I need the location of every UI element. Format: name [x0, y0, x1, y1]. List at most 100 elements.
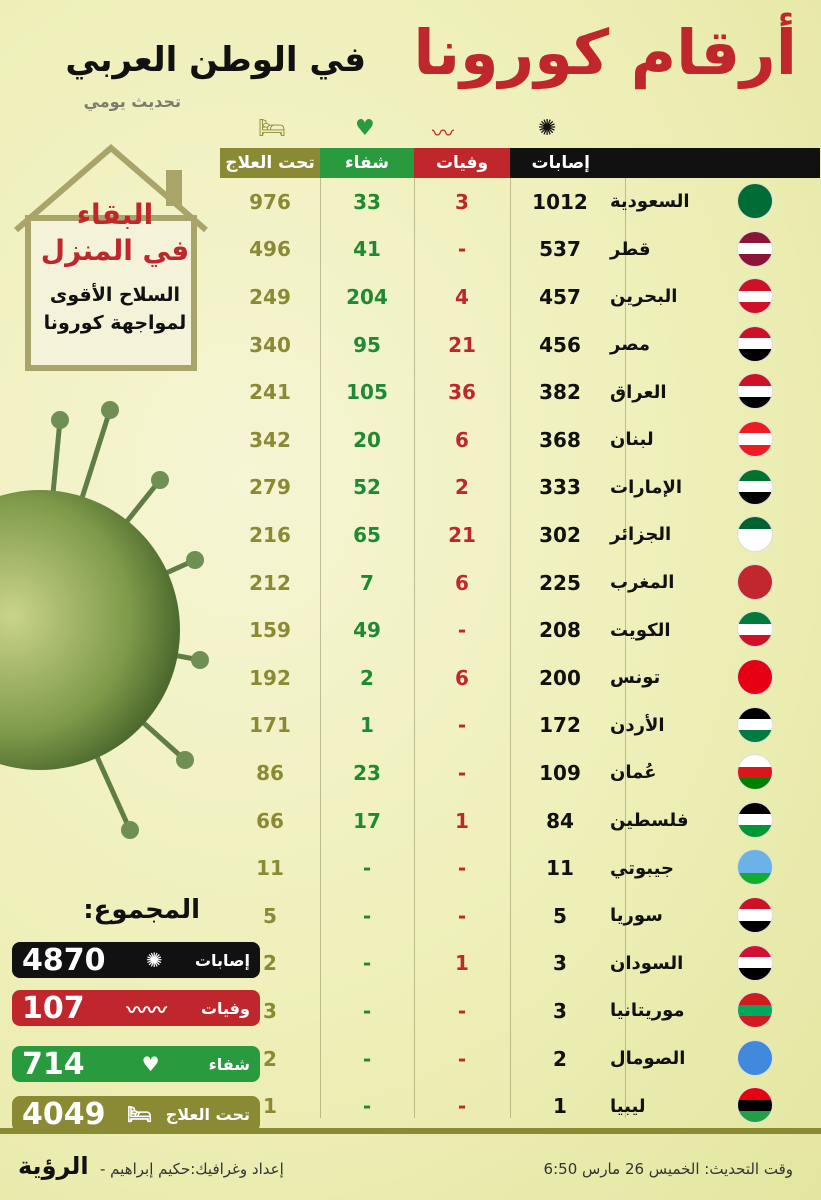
- table-row: 249 204 4 457 البحرين: [220, 273, 821, 321]
- country-name: الجزائر: [610, 524, 672, 546]
- cases-cell: 200: [539, 665, 581, 690]
- country-name: جيبوتي: [610, 857, 674, 879]
- table-row: 66 17 1 84 فلسطين: [220, 797, 821, 845]
- table-row: 192 2 6 200 تونس: [220, 654, 821, 702]
- stay-home-house: [6, 140, 216, 380]
- flag-icon: [738, 564, 772, 599]
- treatment-cell: 5: [263, 903, 277, 928]
- total-recovered-pill: 714 ♥ شفاء: [12, 1046, 260, 1082]
- deaths-cell: 21: [448, 332, 476, 357]
- table-row: 159 49 - 208 الكويت: [220, 606, 821, 654]
- total-cases-label: إصابات: [194, 950, 250, 970]
- table-row: 279 52 2 333 الإمارات: [220, 464, 821, 512]
- total-treatment-pill: 4049 🛏 تحت العلاج: [12, 1096, 260, 1132]
- country-name: مصر: [610, 334, 651, 356]
- treatment-cell: 11: [256, 856, 284, 881]
- total-cases-pill: 4870 ✺ إصابات: [12, 942, 260, 978]
- flag-icon: [738, 184, 772, 218]
- recovered-cell: 105: [346, 380, 388, 405]
- deaths-cell: -: [457, 237, 467, 262]
- house-line-3: السلاح الأقوى: [49, 284, 181, 306]
- cases-cell: 208: [539, 618, 581, 643]
- update-note: تحديث يومي: [83, 92, 181, 111]
- recovered-cell: 2: [360, 665, 374, 690]
- cases-table: 976 33 3 1012 السعودية 496 41-537 قطر 249 204 4 457…: [220, 178, 821, 1123]
- table-row: 976 33 3 1012 السعودية: [220, 178, 821, 226]
- recovered-cell: 17: [353, 808, 381, 833]
- hospital-bed-icon: 🛏: [258, 116, 286, 141]
- country-name: ليبيا: [610, 1095, 646, 1117]
- logo: الرؤية: [18, 1152, 89, 1180]
- flag-icon: [738, 993, 772, 1028]
- recovered-cell: 41: [353, 237, 381, 262]
- table-row: 212 7 6 225 المغرب: [220, 559, 821, 607]
- total-recovered-value: 714: [22, 1046, 85, 1082]
- cases-cell: 84: [546, 808, 574, 833]
- column-header-recovered: شفاء: [320, 148, 414, 178]
- treatment-cell: 86: [256, 760, 284, 785]
- country-name: الصومال: [610, 1048, 686, 1070]
- treatment-cell: 212: [249, 570, 291, 595]
- virus-icon: ✺: [538, 116, 557, 141]
- country-name: السودان: [610, 952, 684, 974]
- flag-icon: [738, 279, 772, 314]
- country-name: المغرب: [610, 572, 675, 594]
- deaths-cell: 6: [455, 570, 469, 595]
- deaths-cell: -: [457, 998, 467, 1023]
- page-title: أرقام كورونا: [413, 16, 797, 89]
- total-deaths-label: وفيات: [200, 998, 250, 1018]
- credit: إعداد وغرافيك:حكيم إبراهيم -: [100, 1160, 284, 1178]
- flag-icon: [738, 945, 772, 980]
- table-row: 342 20 6 368 لبنان: [220, 416, 821, 464]
- cases-cell: 368: [539, 427, 581, 452]
- treatment-cell: 216: [249, 522, 291, 547]
- recovered-cell: 52: [353, 475, 381, 500]
- flag-icon: [738, 755, 772, 790]
- column-header-deaths: وفيات: [414, 148, 510, 178]
- total-treatment-label: تحت العلاج: [165, 1104, 250, 1124]
- treatment-cell: 1: [263, 1094, 277, 1119]
- recovered-cell: -: [362, 1094, 372, 1119]
- cases-cell: 1: [553, 1094, 567, 1119]
- deaths-cell: 1: [455, 808, 469, 833]
- treatment-cell: 279: [249, 475, 291, 500]
- country-name: قطر: [610, 238, 651, 260]
- virus-icon: ✺: [145, 948, 163, 972]
- deaths-cell: 1: [455, 951, 469, 976]
- cases-cell: 109: [539, 760, 581, 785]
- deaths-cell: 2: [455, 475, 469, 500]
- deaths-cell: -: [457, 618, 467, 643]
- flag-icon: [738, 469, 772, 504]
- cases-cell: 537: [539, 237, 581, 262]
- cases-cell: 333: [539, 475, 581, 500]
- house-line-2: في المنزل: [40, 234, 190, 267]
- country-name: البحرين: [610, 286, 678, 308]
- country-name: تونس: [610, 667, 661, 689]
- treatment-cell: 3: [263, 998, 277, 1023]
- pulse-icon: 〰〰: [126, 997, 167, 1022]
- update-time: وقت التحديث: الخميس 26 مارس 6:50: [543, 1160, 793, 1178]
- cases-cell: 2: [553, 1046, 567, 1071]
- table-row: 5 - - 5 سوريا: [220, 892, 821, 940]
- recovered-cell: 20: [353, 427, 381, 452]
- country-name: لبنان: [610, 429, 654, 451]
- recovered-cell: -: [362, 998, 372, 1023]
- country-name: فلسطين: [610, 810, 689, 832]
- hospital-bed-icon: 🛏: [126, 1102, 153, 1126]
- treatment-cell: 171: [249, 713, 291, 738]
- deaths-cell: 3: [455, 189, 469, 214]
- cases-cell: 457: [539, 284, 581, 309]
- virus-illustration: [0, 400, 210, 860]
- flag-icon: [738, 1088, 772, 1123]
- recovered-cell: 23: [353, 760, 381, 785]
- recovered-cell: -: [362, 1046, 372, 1071]
- deaths-cell: 4: [455, 284, 469, 309]
- page-subtitle: في الوطن العربي: [65, 40, 366, 80]
- table-row: 496 41 - 537 قطر: [220, 226, 821, 274]
- recovered-cell: 49: [353, 618, 381, 643]
- country-name: الإمارات: [610, 476, 683, 498]
- table-row: 2 - 1 3 السودان: [220, 940, 821, 988]
- treatment-cell: 249: [249, 284, 291, 309]
- treatment-cell: 192: [249, 665, 291, 690]
- deaths-cell: -: [457, 760, 467, 785]
